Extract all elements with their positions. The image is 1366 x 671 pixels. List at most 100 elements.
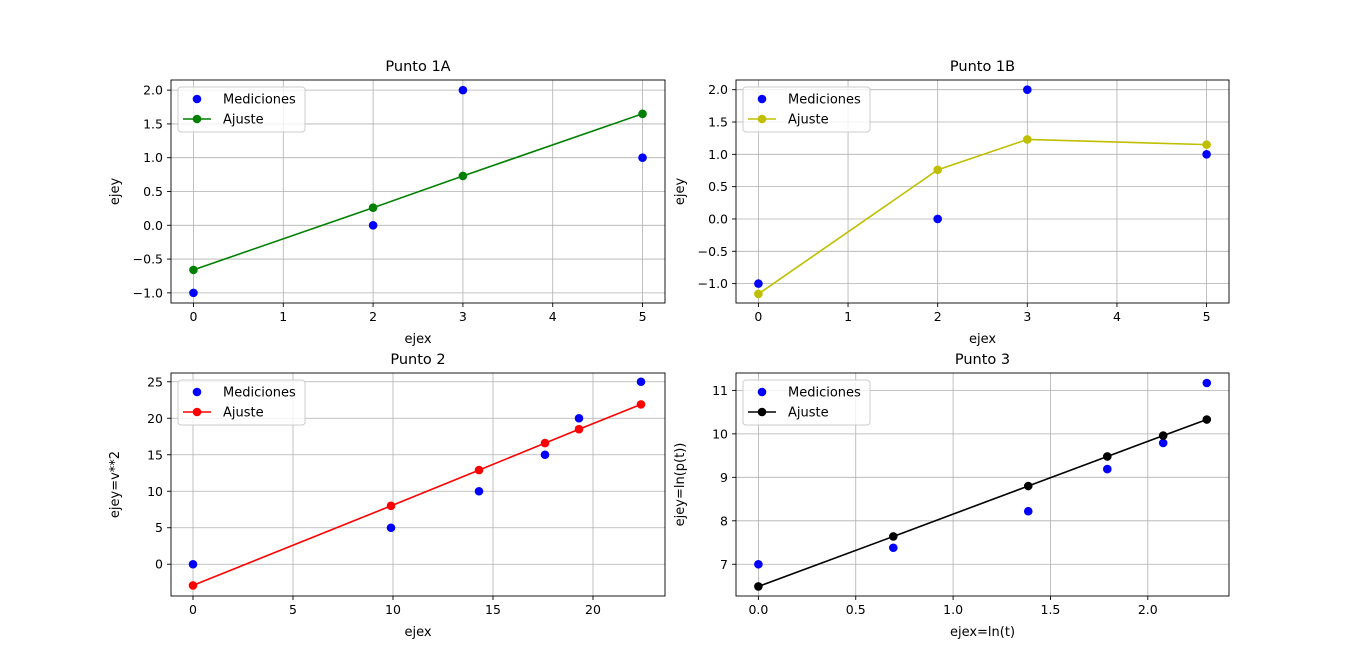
y-tick-label: 2.0	[708, 82, 728, 97]
legend: Mediciones Ajuste	[742, 379, 871, 426]
chart-title: Punto 1B	[950, 59, 1015, 75]
legend: Mediciones Ajuste	[742, 86, 871, 133]
legend-marker-mediciones	[757, 387, 767, 397]
axes-frame	[735, 79, 1230, 304]
data-point-mediciones	[1202, 378, 1212, 388]
legend-label-ajuste: Ajuste	[223, 113, 264, 128]
legend-label-mediciones: Mediciones	[788, 386, 861, 401]
x-axis-label: ejex	[969, 332, 996, 347]
legend-label-ajuste: Ajuste	[788, 113, 829, 128]
data-point-ajuste	[889, 532, 898, 541]
data-point-mediciones	[540, 450, 550, 460]
y-tick-label: 20	[147, 411, 163, 426]
x-tick-label: 0	[754, 309, 762, 324]
x-tick-label: 4	[549, 309, 557, 324]
y-tick-label: 0.0	[708, 211, 728, 226]
x-tick-label: 0.0	[748, 602, 768, 617]
legend: Mediciones Ajuste	[177, 86, 306, 133]
y-axis-label: ejey	[673, 178, 688, 206]
data-point-ajuste	[1103, 452, 1112, 461]
data-point-ajuste	[1023, 135, 1032, 144]
x-tick-label: 4	[1113, 309, 1121, 324]
axes-frame	[735, 372, 1230, 597]
x-tick-label: 1.5	[1041, 602, 1061, 617]
data-point-mediciones	[1158, 438, 1168, 448]
data-point-ajuste	[189, 265, 198, 275]
y-tick-label: 0.5	[143, 184, 163, 199]
data-point-ajuste	[638, 109, 647, 119]
data-point-ajuste	[1202, 140, 1211, 149]
x-tick-label: 2	[369, 309, 377, 324]
y-tick-label: 1.5	[708, 115, 728, 130]
x-tick-label: 2	[934, 309, 942, 324]
series-line-ajuste	[758, 418, 1208, 588]
legend: Mediciones Ajuste	[177, 379, 306, 426]
x-tick-label: 3	[459, 309, 467, 324]
x-tick-label: 0	[189, 602, 197, 617]
legend-marker-mediciones	[192, 387, 202, 397]
data-point-ajuste	[368, 203, 378, 213]
x-tick-label: 1	[279, 309, 287, 324]
x-tick-label: 3	[1023, 309, 1031, 324]
x-tick-label: 0.5	[846, 602, 866, 617]
legend-box	[177, 379, 306, 426]
chart-title: Punto 3	[955, 352, 1010, 368]
x-axis-label: ejex=ln(t)	[950, 625, 1015, 640]
series-line-ajuste	[193, 113, 643, 271]
data-point-ajuste	[754, 289, 763, 299]
legend-box	[177, 86, 306, 133]
data-point-mediciones	[474, 486, 484, 496]
data-point-mediciones	[188, 559, 198, 569]
data-point-ajuste	[540, 438, 550, 448]
data-point-mediciones	[1103, 464, 1112, 474]
subplot-punto-1a: 0 1 2 3 4 5 −1.0 −0.5 0.0 0.5 1.0 1.5 2.0 Punto 1A eje…	[108, 59, 666, 347]
x-tick-label: 2.0	[1138, 602, 1158, 617]
data-point-mediciones	[458, 85, 468, 95]
data-point-mediciones	[889, 543, 898, 553]
y-tick-label: 0.0	[143, 218, 163, 233]
legend-marker-ajuste	[757, 114, 767, 124]
x-tick-label: 1.0	[943, 602, 963, 617]
series-line-ajuste	[757, 138, 1207, 295]
data-point-ajuste	[636, 400, 646, 409]
y-tick-label: 1.0	[143, 150, 163, 165]
data-point-ajuste	[1158, 431, 1168, 440]
data-point-mediciones	[386, 523, 396, 533]
data-point-ajuste	[1202, 415, 1212, 424]
data-point-mediciones	[754, 279, 763, 288]
axes-frame	[170, 372, 666, 597]
y-tick-label: 25	[147, 374, 163, 389]
x-tick-label: 20	[585, 602, 601, 617]
data-point-mediciones	[933, 214, 942, 224]
y-tick-label: −1.0	[133, 285, 163, 300]
legend-label-mediciones: Mediciones	[223, 93, 296, 108]
axes-frame	[170, 79, 666, 304]
data-point-ajuste	[1023, 481, 1033, 491]
data-point-mediciones	[1023, 85, 1032, 94]
y-tick-label: 0.5	[708, 179, 728, 194]
y-tick-label: −0.5	[698, 244, 728, 259]
data-point-mediciones	[1202, 150, 1211, 159]
legend-label-ajuste: Ajuste	[788, 406, 829, 421]
legend-label-mediciones: Mediciones	[223, 386, 296, 401]
data-point-ajuste	[754, 582, 763, 591]
data-point-mediciones	[368, 220, 378, 230]
x-tick-label: 5	[289, 602, 297, 617]
x-axis-label: ejex	[404, 625, 431, 640]
y-tick-label: −0.5	[133, 252, 163, 267]
x-tick-label: 0	[189, 309, 197, 324]
y-tick-label: 8	[720, 513, 728, 528]
legend-box	[742, 86, 871, 133]
y-axis-label: ejey	[108, 178, 123, 206]
y-tick-label: 10	[712, 426, 728, 441]
y-axis-label: ejey=ln(p(t))	[673, 443, 688, 527]
legend-marker-ajuste	[757, 407, 767, 417]
y-tick-label: 15	[147, 447, 163, 462]
legend-marker-mediciones	[757, 94, 767, 104]
y-tick-label: −1.0	[698, 276, 728, 291]
y-tick-label: 9	[720, 470, 728, 485]
legend-label-ajuste: Ajuste	[223, 406, 264, 421]
y-axis-label: ejey=v**2	[108, 451, 123, 518]
legend-label-mediciones: Mediciones	[788, 93, 861, 108]
